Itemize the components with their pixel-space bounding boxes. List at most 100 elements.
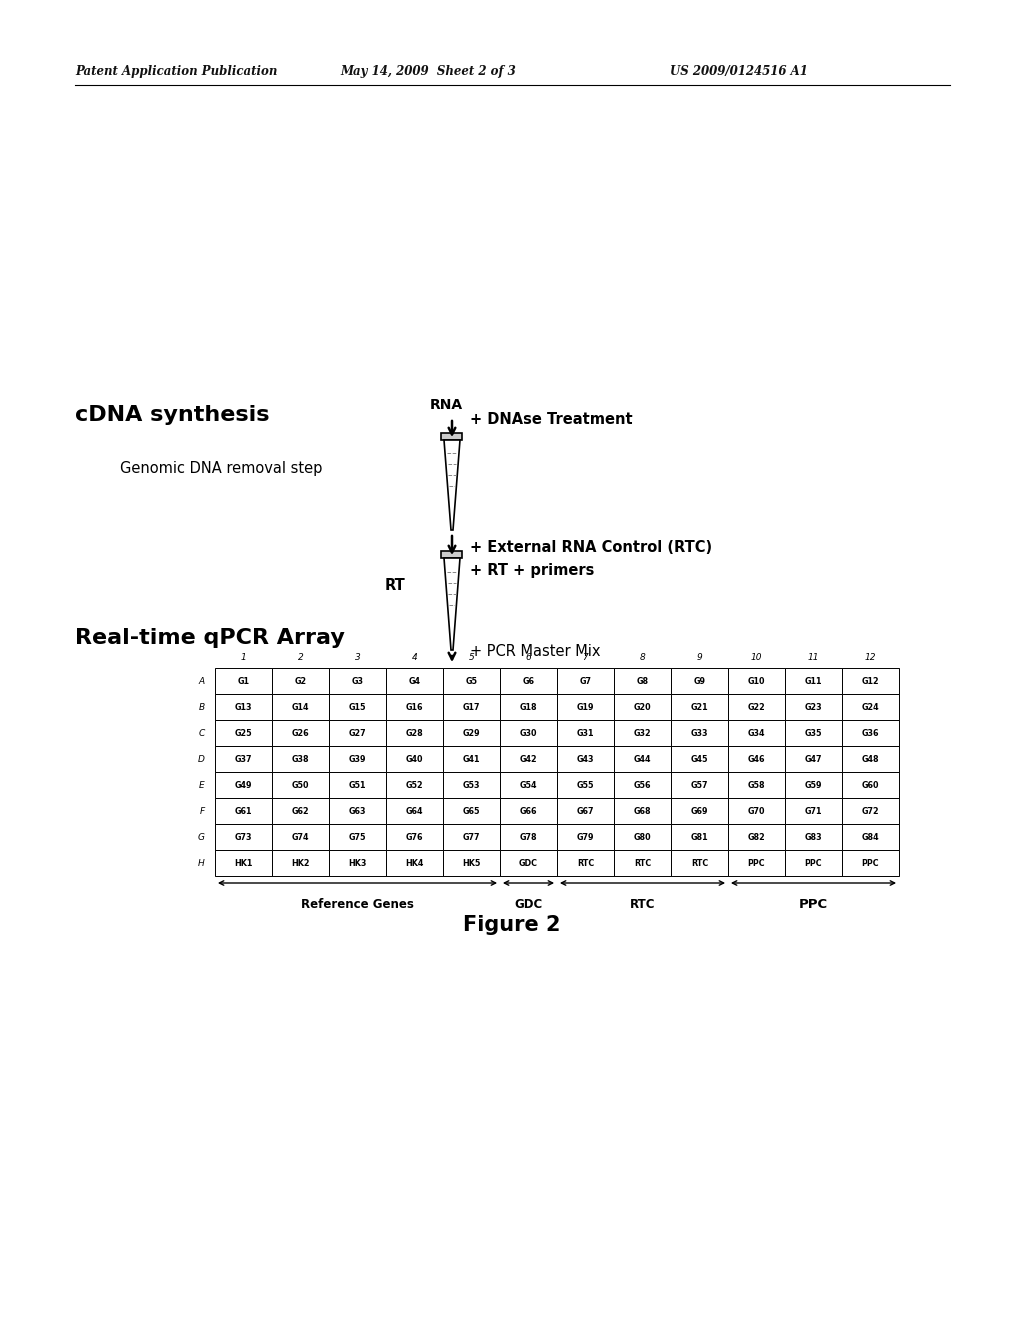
Text: G67: G67 bbox=[577, 807, 594, 816]
Text: G65: G65 bbox=[463, 807, 480, 816]
Text: RTC: RTC bbox=[630, 898, 655, 911]
Bar bbox=[215, 824, 272, 850]
Text: cDNA synthesis: cDNA synthesis bbox=[75, 405, 269, 425]
Text: G27: G27 bbox=[349, 729, 367, 738]
Text: G33: G33 bbox=[691, 729, 709, 738]
Bar bbox=[671, 824, 728, 850]
Text: US 2009/0124516 A1: US 2009/0124516 A1 bbox=[670, 66, 808, 78]
Text: Patent Application Publication: Patent Application Publication bbox=[75, 66, 278, 78]
Text: G38: G38 bbox=[292, 755, 309, 763]
Bar bbox=[386, 772, 443, 799]
Bar bbox=[329, 719, 386, 746]
Text: D: D bbox=[198, 755, 205, 763]
Text: G8: G8 bbox=[637, 676, 648, 685]
Text: HK1: HK1 bbox=[234, 858, 253, 867]
Text: G60: G60 bbox=[862, 780, 880, 789]
Bar bbox=[272, 719, 329, 746]
Text: PPC: PPC bbox=[805, 858, 822, 867]
Text: G48: G48 bbox=[861, 755, 880, 763]
Text: HK3: HK3 bbox=[348, 858, 367, 867]
Text: PPC: PPC bbox=[861, 858, 880, 867]
Text: 11: 11 bbox=[808, 653, 819, 663]
Bar bbox=[441, 433, 463, 440]
Text: 1: 1 bbox=[241, 653, 247, 663]
Bar bbox=[329, 850, 386, 876]
Text: G73: G73 bbox=[234, 833, 252, 842]
Text: G63: G63 bbox=[349, 807, 367, 816]
Text: 12: 12 bbox=[864, 653, 877, 663]
Text: + RT + primers: + RT + primers bbox=[470, 562, 594, 578]
Bar bbox=[785, 850, 842, 876]
Bar bbox=[443, 746, 500, 772]
Text: G3: G3 bbox=[351, 676, 364, 685]
Text: G84: G84 bbox=[861, 833, 880, 842]
Bar bbox=[557, 824, 614, 850]
Text: PPC: PPC bbox=[748, 858, 765, 867]
Bar bbox=[272, 799, 329, 824]
Bar bbox=[329, 799, 386, 824]
Text: G28: G28 bbox=[406, 729, 423, 738]
Text: 8: 8 bbox=[640, 653, 645, 663]
Bar bbox=[215, 668, 272, 694]
Bar bbox=[614, 694, 671, 719]
Bar bbox=[329, 824, 386, 850]
Bar bbox=[272, 772, 329, 799]
Bar bbox=[614, 850, 671, 876]
Bar bbox=[272, 694, 329, 719]
Bar bbox=[671, 746, 728, 772]
Bar bbox=[728, 719, 785, 746]
Bar bbox=[500, 772, 557, 799]
Bar bbox=[614, 746, 671, 772]
Text: G71: G71 bbox=[805, 807, 822, 816]
Text: Genomic DNA removal step: Genomic DNA removal step bbox=[120, 461, 323, 475]
Text: E: E bbox=[200, 780, 205, 789]
Bar bbox=[500, 668, 557, 694]
Bar bbox=[671, 719, 728, 746]
Bar bbox=[671, 668, 728, 694]
Bar bbox=[500, 746, 557, 772]
Bar bbox=[671, 772, 728, 799]
Bar bbox=[500, 799, 557, 824]
Bar bbox=[614, 824, 671, 850]
Bar bbox=[443, 719, 500, 746]
Text: G43: G43 bbox=[577, 755, 594, 763]
Bar bbox=[671, 694, 728, 719]
Text: G35: G35 bbox=[805, 729, 822, 738]
Text: + External RNA Control (RTC): + External RNA Control (RTC) bbox=[470, 540, 712, 554]
Text: G83: G83 bbox=[805, 833, 822, 842]
Text: G26: G26 bbox=[292, 729, 309, 738]
Text: G74: G74 bbox=[292, 833, 309, 842]
Text: G19: G19 bbox=[577, 702, 594, 711]
Polygon shape bbox=[444, 440, 460, 531]
Bar bbox=[441, 550, 463, 558]
Text: G2: G2 bbox=[295, 676, 306, 685]
Text: G32: G32 bbox=[634, 729, 651, 738]
Bar bbox=[842, 850, 899, 876]
Bar bbox=[386, 694, 443, 719]
Text: G40: G40 bbox=[406, 755, 423, 763]
Text: G36: G36 bbox=[862, 729, 880, 738]
Text: G62: G62 bbox=[292, 807, 309, 816]
Text: 4: 4 bbox=[412, 653, 418, 663]
Bar bbox=[386, 799, 443, 824]
Text: 10: 10 bbox=[751, 653, 762, 663]
Text: 9: 9 bbox=[696, 653, 702, 663]
Text: G81: G81 bbox=[690, 833, 709, 842]
Text: G9: G9 bbox=[693, 676, 706, 685]
Bar bbox=[728, 772, 785, 799]
Bar bbox=[215, 746, 272, 772]
Text: G57: G57 bbox=[691, 780, 709, 789]
Text: B: B bbox=[199, 702, 205, 711]
Text: G41: G41 bbox=[463, 755, 480, 763]
Bar bbox=[386, 850, 443, 876]
Text: G82: G82 bbox=[748, 833, 765, 842]
Text: RT: RT bbox=[385, 578, 406, 593]
Text: A: A bbox=[199, 676, 205, 685]
Text: G5: G5 bbox=[466, 676, 477, 685]
Text: PPC: PPC bbox=[799, 898, 828, 911]
Text: G54: G54 bbox=[520, 780, 538, 789]
Text: G15: G15 bbox=[349, 702, 367, 711]
Text: 3: 3 bbox=[354, 653, 360, 663]
Bar bbox=[728, 746, 785, 772]
Bar bbox=[557, 772, 614, 799]
